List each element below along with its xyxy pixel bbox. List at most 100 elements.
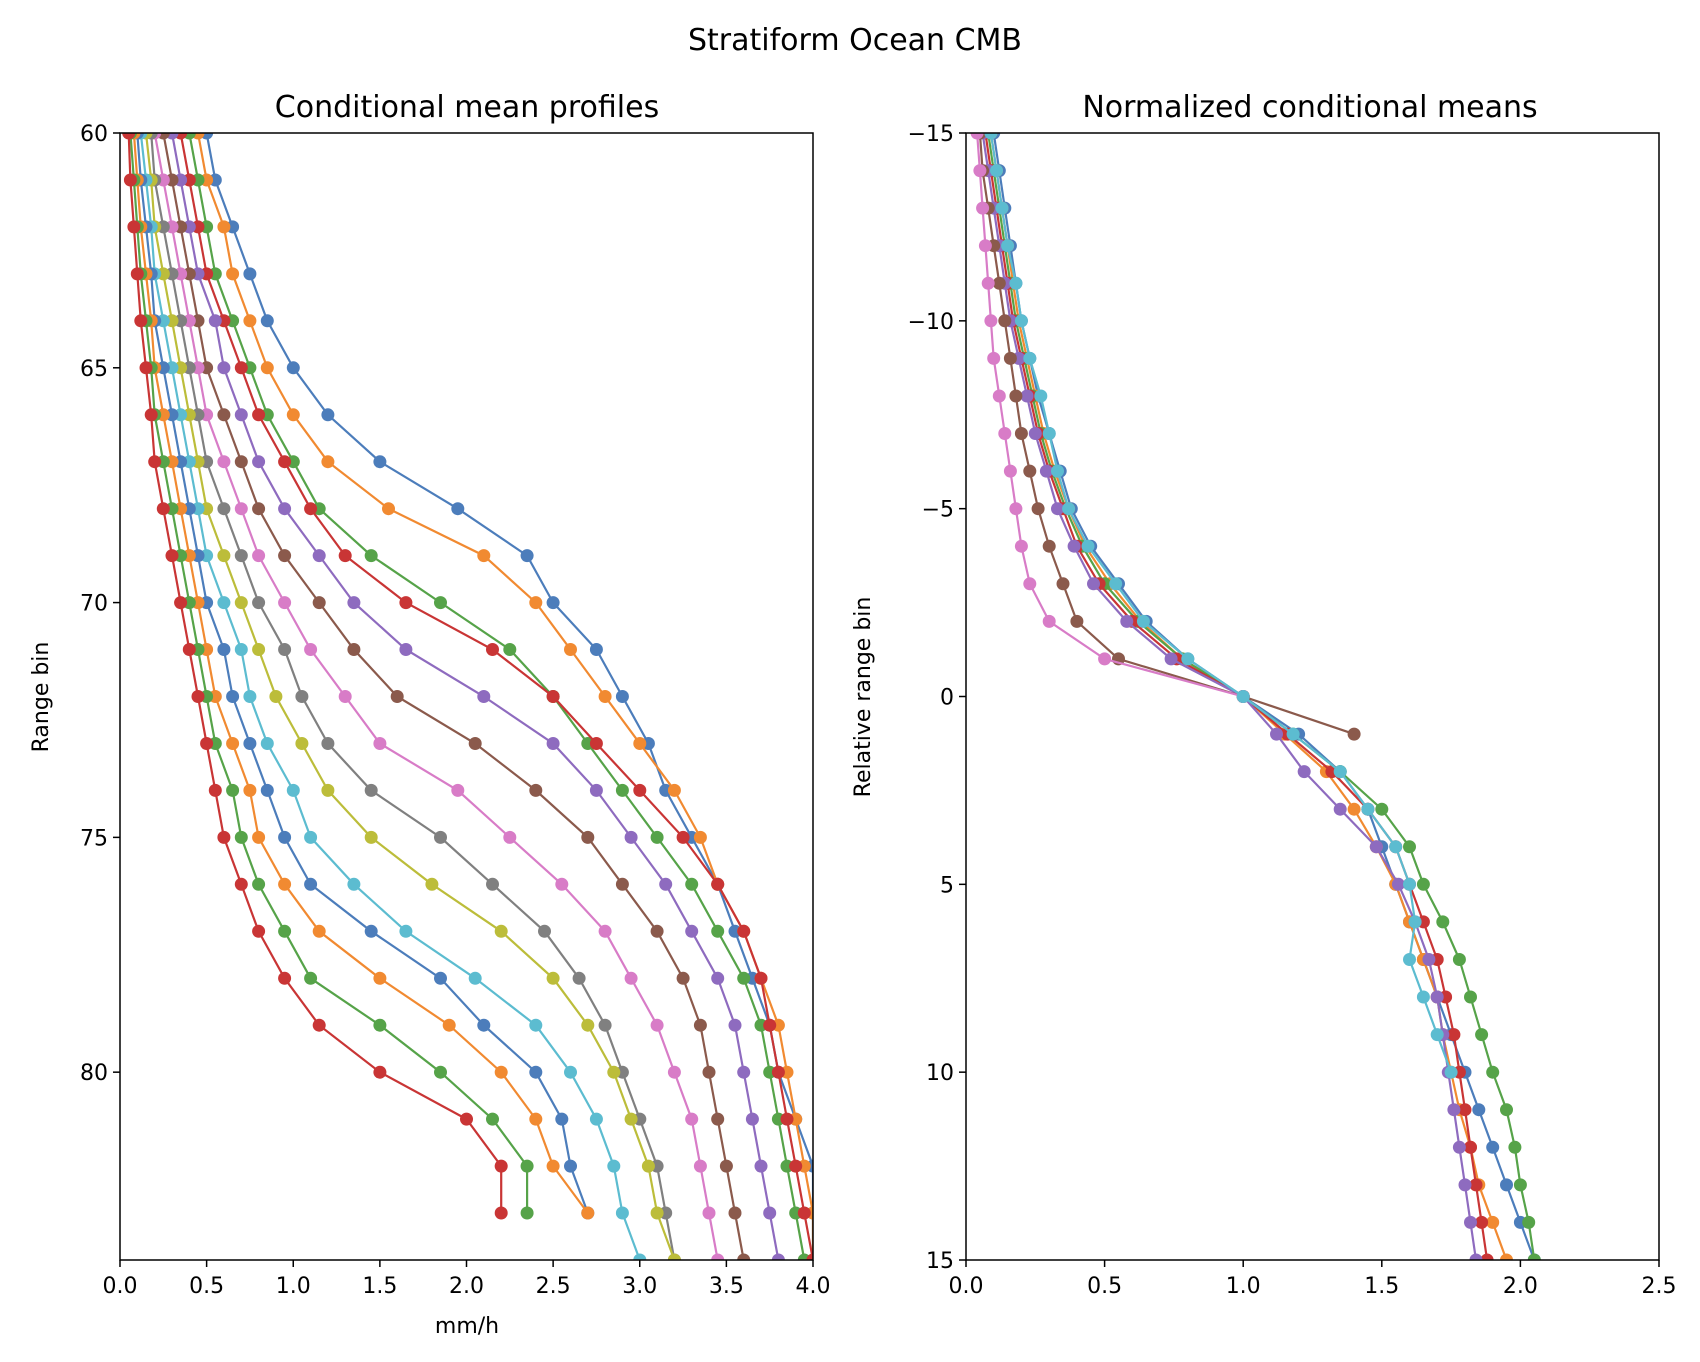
chart-left-frame: [119, 132, 814, 1261]
data-point: [1403, 840, 1416, 854]
data-point: [304, 830, 318, 844]
data-point: [174, 596, 188, 610]
data-point: [1051, 502, 1064, 516]
data-point: [1452, 1140, 1466, 1154]
data-point: [1270, 727, 1283, 741]
data-point: [122, 133, 136, 140]
data-point: [995, 201, 1009, 215]
data-point: [1136, 614, 1150, 628]
data-point: [1109, 577, 1123, 591]
data-point: [1486, 1140, 1500, 1154]
data-point: [589, 783, 603, 797]
data-point: [581, 830, 595, 844]
series-right-0: [987, 133, 1541, 1260]
data-point: [208, 314, 222, 328]
chart-left-x-ticks: 0.0 0.5 1.0 1.5 2.0 2.5 3.0 3.5 4.0: [103, 1260, 831, 1299]
data-point: [486, 877, 499, 891]
data-point: [763, 1018, 777, 1032]
data-point: [460, 1112, 473, 1126]
data-point: [234, 408, 248, 422]
series-line-right-4: [981, 133, 1478, 1260]
data-point: [1014, 314, 1028, 328]
data-point: [468, 737, 482, 750]
data-point: [364, 830, 378, 844]
data-point: [970, 133, 984, 140]
data-point: [1475, 1028, 1489, 1042]
y-tick-label: −5: [922, 498, 954, 523]
data-point: [1458, 1103, 1472, 1117]
data-point: [373, 1018, 387, 1032]
x-tick-label: 0.5: [189, 1274, 224, 1299]
data-point: [978, 239, 992, 253]
y-tick-label: −15: [908, 122, 954, 147]
data-point: [234, 455, 248, 469]
data-point: [252, 549, 266, 563]
series-left-0: [200, 133, 813, 1260]
data-point: [234, 596, 248, 610]
data-point: [1120, 614, 1134, 628]
data-point: [208, 783, 222, 797]
chart-left-y-ticks: 60 65 70 75 80: [80, 122, 120, 1086]
data-point: [278, 596, 292, 610]
data-point: [1070, 614, 1084, 628]
data-point: [1039, 464, 1053, 478]
data-point: [1042, 539, 1056, 553]
data-point: [217, 455, 231, 469]
data-point: [737, 971, 751, 985]
series-right-6: [970, 133, 1250, 703]
x-tick-label: 1.0: [276, 1274, 311, 1299]
data-point: [806, 1253, 813, 1260]
data-point: [572, 971, 586, 985]
x-tick-label: 2.5: [536, 1274, 571, 1299]
data-point: [998, 314, 1012, 328]
data-point: [243, 267, 257, 281]
data-point: [711, 877, 725, 891]
x-tick-label: 0.5: [1087, 1274, 1122, 1299]
data-point: [252, 502, 266, 516]
series-right-4: [976, 133, 1483, 1260]
data-point: [693, 1159, 707, 1173]
data-point: [693, 830, 707, 844]
data-point: [1416, 990, 1430, 1004]
data-point: [243, 737, 257, 750]
data-point: [624, 830, 638, 844]
data-point: [234, 549, 248, 563]
data-point: [581, 1018, 595, 1032]
data-point: [347, 596, 361, 610]
data-point: [1480, 1253, 1494, 1260]
data-point: [693, 1018, 707, 1032]
data-point: [546, 737, 560, 750]
data-point: [1009, 389, 1023, 403]
x-tick-label: 0.0: [103, 1274, 138, 1299]
data-point: [1464, 1215, 1477, 1229]
chart-left-ylabel: Range bin: [29, 642, 54, 753]
data-point: [529, 1112, 543, 1126]
data-point: [797, 1206, 811, 1220]
data-point: [260, 737, 274, 750]
data-point: [373, 737, 387, 750]
data-point: [486, 643, 499, 656]
data-point: [1056, 577, 1070, 591]
chart-right-x-ticks: 0.0 0.5 1.0 1.5 2.0 2.5: [949, 1260, 1677, 1299]
data-point: [286, 783, 300, 797]
data-point: [633, 1253, 647, 1260]
data-point: [243, 783, 257, 797]
data-point: [984, 133, 998, 140]
data-point: [278, 924, 292, 938]
data-point: [217, 361, 231, 375]
data-point: [252, 455, 266, 469]
data-point: [1513, 1178, 1527, 1192]
series-line-left-1: [196, 133, 813, 1260]
data-point: [1347, 802, 1361, 816]
data-point: [1500, 1103, 1513, 1117]
data-point: [494, 924, 508, 938]
chart-right-plot-area: [970, 133, 1541, 1260]
data-point: [728, 1206, 742, 1220]
data-point: [338, 549, 352, 563]
data-point: [226, 267, 240, 281]
data-point: [503, 643, 517, 656]
data-point: [217, 549, 231, 563]
data-point: [1098, 652, 1112, 666]
data-point: [702, 1065, 716, 1079]
data-point: [295, 737, 309, 750]
